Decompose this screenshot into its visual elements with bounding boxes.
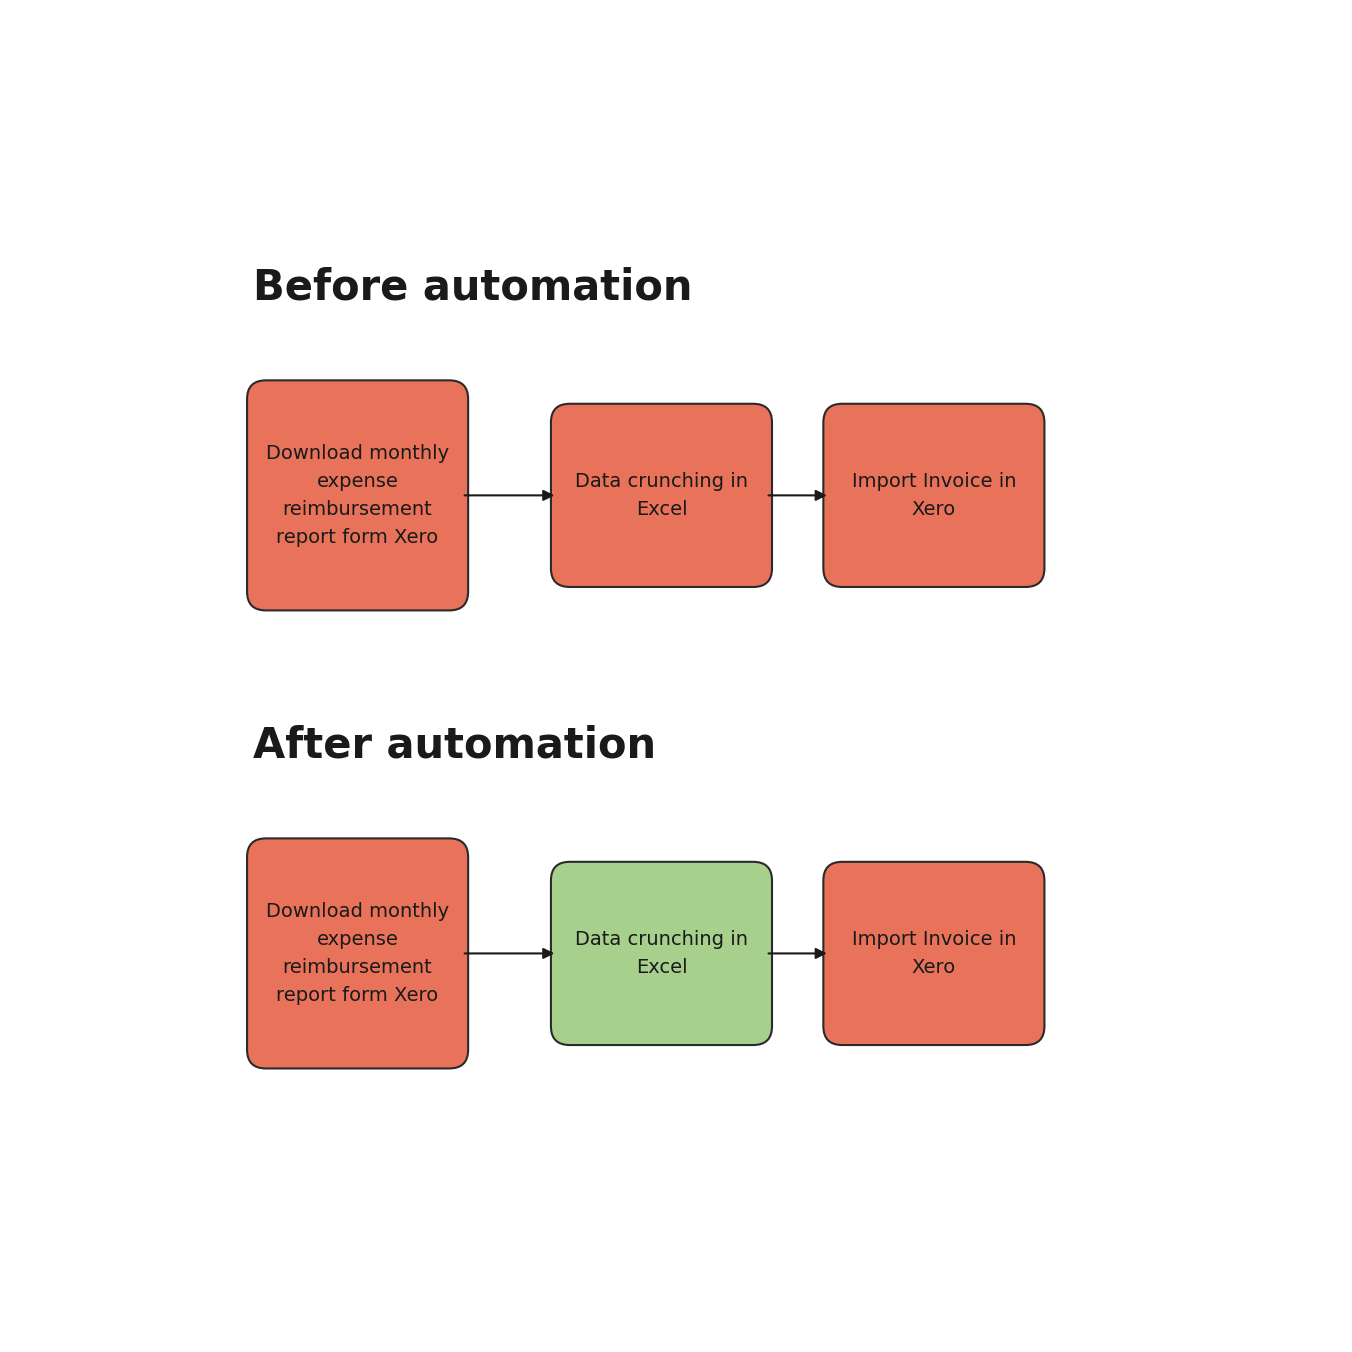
Text: Data crunching in
Excel: Data crunching in Excel xyxy=(575,472,748,519)
FancyBboxPatch shape xyxy=(550,861,772,1045)
FancyBboxPatch shape xyxy=(247,838,468,1068)
FancyBboxPatch shape xyxy=(823,404,1045,587)
Text: After automation: After automation xyxy=(253,725,656,767)
FancyBboxPatch shape xyxy=(823,861,1045,1045)
Text: Before automation: Before automation xyxy=(253,266,692,308)
Text: Data crunching in
Excel: Data crunching in Excel xyxy=(575,930,748,977)
Text: Import Invoice in
Xero: Import Invoice in Xero xyxy=(852,930,1017,977)
FancyBboxPatch shape xyxy=(247,380,468,610)
FancyBboxPatch shape xyxy=(550,404,772,587)
Text: Download monthly
expense
reimbursement
report form Xero: Download monthly expense reimbursement r… xyxy=(266,902,449,1005)
Text: Import Invoice in
Xero: Import Invoice in Xero xyxy=(852,472,1017,519)
Text: Download monthly
expense
reimbursement
report form Xero: Download monthly expense reimbursement r… xyxy=(266,443,449,546)
